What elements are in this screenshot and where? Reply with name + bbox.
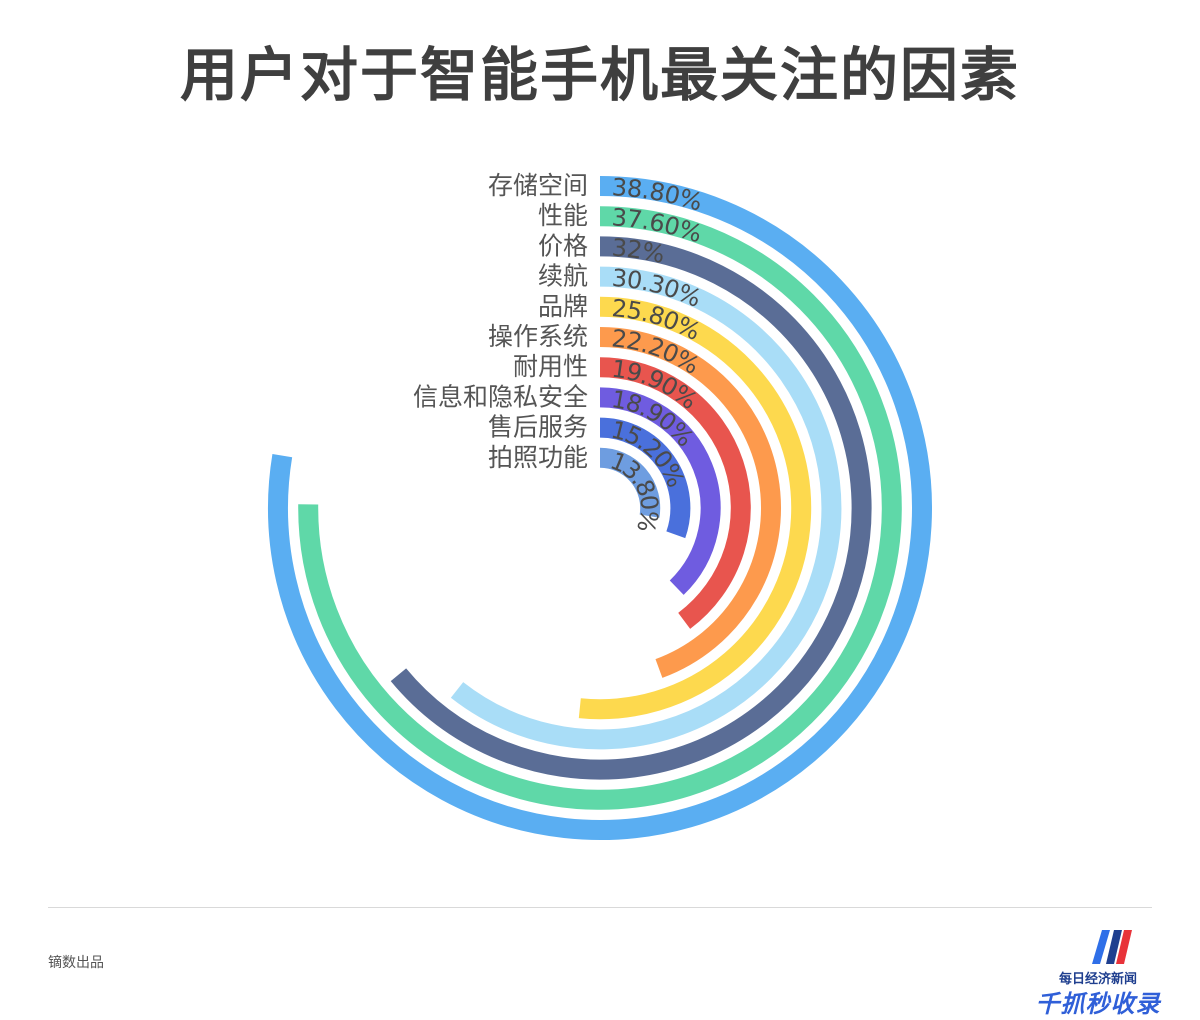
logo-mark-icon — [1092, 930, 1132, 964]
logo-main-text: 千抓秒收录 — [1035, 990, 1161, 1018]
bar-1 — [268, 176, 932, 840]
category-label-9: 售后服务 — [488, 413, 588, 442]
category-label-8: 信息和隐私安全 — [413, 382, 588, 411]
logo-subtitle: 每日经济新闻 — [1058, 972, 1137, 987]
bar-7 — [599, 357, 751, 629]
category-label-3: 价格 — [538, 231, 588, 260]
category-label-10: 拍照功能 — [488, 443, 588, 472]
category-label-7: 耐用性 — [513, 352, 588, 381]
bar-10 — [599, 447, 661, 518]
chart-title: 用户对于智能手机最关注的因素 — [179, 41, 1020, 109]
credit-text: 镝数出品 — [48, 955, 104, 971]
category-label-6: 操作系统 — [488, 322, 588, 351]
bar-3 — [390, 236, 872, 780]
value-label-3: 32% — [611, 234, 668, 269]
bar-6 — [599, 327, 781, 678]
category-label-4: 续航 — [538, 262, 588, 291]
category-label-2: 性能 — [538, 201, 588, 230]
bar-9 — [599, 417, 691, 539]
bar-2 — [298, 206, 902, 810]
footer-divider — [48, 907, 1152, 908]
category-label-5: 品牌 — [538, 292, 588, 321]
bar-4 — [450, 266, 842, 750]
radial-bar-chart: 存储空间 38.80%性能 37.60%价格 32%续航 30.30%品牌 25.80%操… — [268, 171, 932, 840]
publisher-logo: 每日经济新闻 千抓秒收录 — [1018, 926, 1178, 1018]
bar-8 — [599, 387, 721, 595]
bar-5 — [578, 296, 812, 720]
category-label-1: 存储空间 — [488, 171, 588, 200]
